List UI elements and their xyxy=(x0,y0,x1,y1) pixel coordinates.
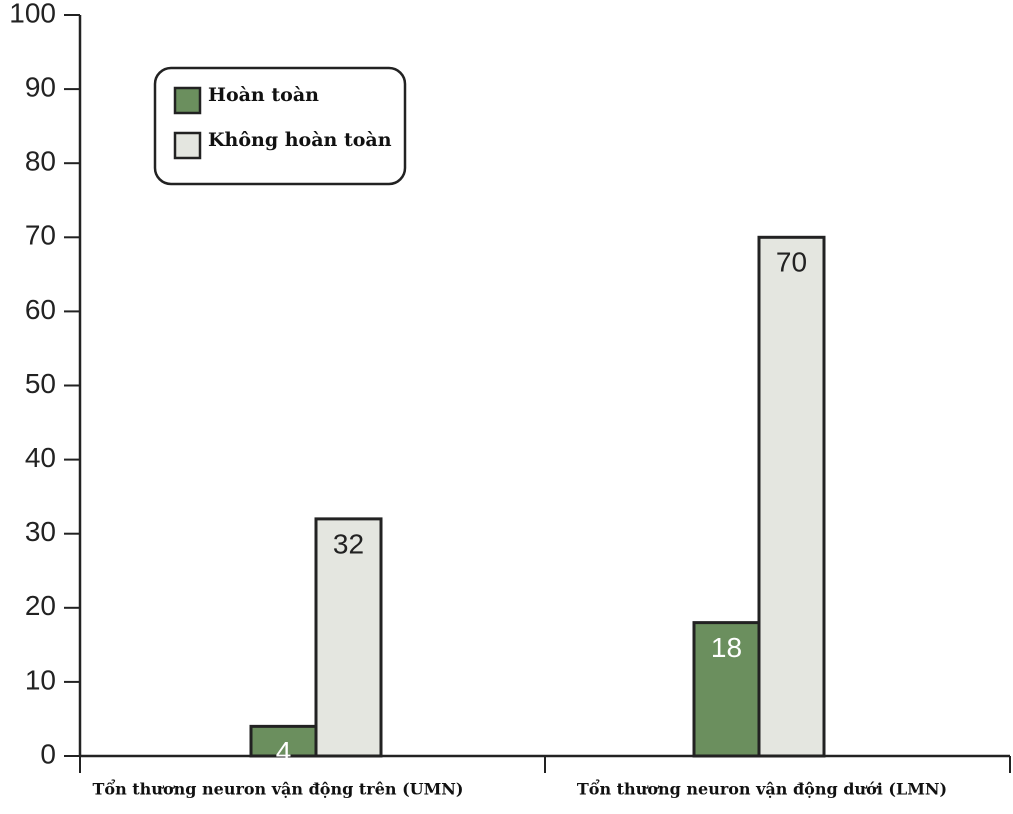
y-tick-label: 100 xyxy=(9,0,56,28)
x-tick-label: Tổn thương neuron vận động dưới (LMN) xyxy=(577,778,947,799)
bar xyxy=(692,621,761,758)
y-tick-label: 60 xyxy=(25,294,56,325)
legend-label: Hoàn toàn xyxy=(208,84,319,106)
bar xyxy=(757,235,826,758)
y-tick-label: 10 xyxy=(25,664,56,695)
y-tick-label: 80 xyxy=(25,146,56,177)
data-label: 18 xyxy=(711,632,742,663)
x-tick-label: Tổn thương neuron vận động trên (UMN) xyxy=(93,778,464,799)
legend-swatch xyxy=(173,86,202,115)
y-tick-label: 20 xyxy=(25,590,56,621)
data-label: 4 xyxy=(276,736,292,767)
y-tick-label: 40 xyxy=(25,442,56,473)
y-tick-label: 30 xyxy=(25,516,56,547)
bar xyxy=(314,517,383,758)
y-tick-label: 90 xyxy=(25,71,56,102)
data-label: 32 xyxy=(333,528,364,559)
y-tick-label: 0 xyxy=(40,738,56,769)
legend-label: Không hoàn toàn xyxy=(208,129,392,151)
legend-box xyxy=(153,66,407,186)
legend-swatch xyxy=(173,131,202,160)
y-tick-label: 70 xyxy=(25,220,56,251)
data-label: 70 xyxy=(776,247,807,278)
y-tick-label: 50 xyxy=(25,368,56,399)
